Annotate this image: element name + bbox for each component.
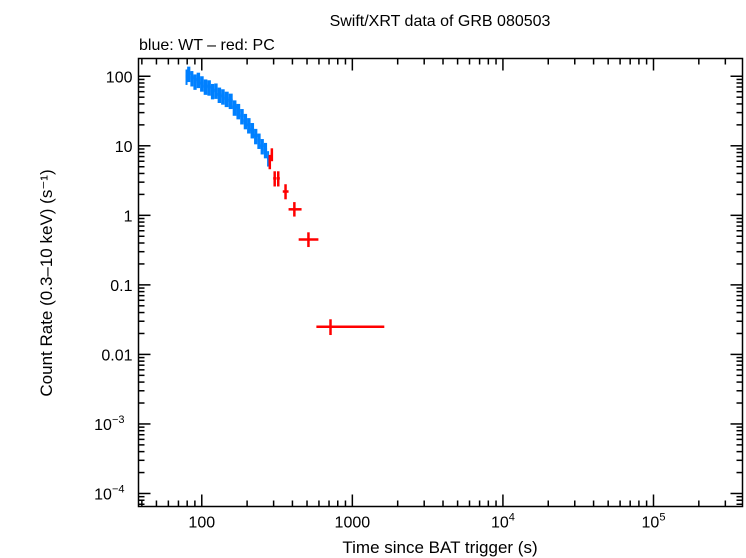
y-tick-label: 10−3 xyxy=(94,414,124,434)
x-tick-label: 1000 xyxy=(335,515,371,532)
wt-point xyxy=(200,76,204,92)
wt-point xyxy=(254,128,258,145)
wt-point xyxy=(207,80,211,96)
y-tick-label: 0.01 xyxy=(101,347,132,364)
x-tick-label: 100 xyxy=(188,515,215,532)
wt-point xyxy=(267,151,270,167)
wt-point xyxy=(214,83,218,99)
wt-point xyxy=(217,87,222,103)
wt-point xyxy=(228,93,233,110)
wt-point xyxy=(196,72,201,89)
wt-point xyxy=(263,142,268,159)
x-tick-label: 104 xyxy=(491,512,515,532)
wt-point xyxy=(250,123,255,139)
y-tick-label: 10 xyxy=(115,139,133,156)
wt-point xyxy=(187,66,191,83)
chart-title: Swift/XRT data of GRB 080503 xyxy=(330,13,551,30)
wt-point xyxy=(260,139,264,155)
y-tick-label: 10−4 xyxy=(94,483,124,503)
y-axis-label: Count Rate (0.3–10 keV) (s⁻¹) xyxy=(37,169,56,396)
wt-point xyxy=(247,118,251,134)
wt-point xyxy=(257,133,261,149)
wt-point xyxy=(232,100,237,116)
y-tick-label: 100 xyxy=(106,69,133,86)
chart-subtitle: blue: WT – red: PC xyxy=(139,37,275,54)
wt-point xyxy=(236,103,241,120)
wt-point xyxy=(224,91,229,108)
wt-point xyxy=(243,113,248,130)
y-tick-label: 1 xyxy=(124,208,133,225)
wt-point xyxy=(203,79,208,95)
x-axis-label: Time since BAT trigger (s) xyxy=(342,538,537,557)
wt-point xyxy=(190,71,194,87)
x-tick-label: 105 xyxy=(642,512,666,532)
wt-point xyxy=(221,89,225,105)
wt-point xyxy=(185,69,188,85)
wt-point xyxy=(240,109,244,125)
y-tick-label: 0.1 xyxy=(110,278,132,295)
plot-frame xyxy=(137,57,744,508)
wt-point xyxy=(210,83,215,100)
wt-point xyxy=(193,74,197,90)
